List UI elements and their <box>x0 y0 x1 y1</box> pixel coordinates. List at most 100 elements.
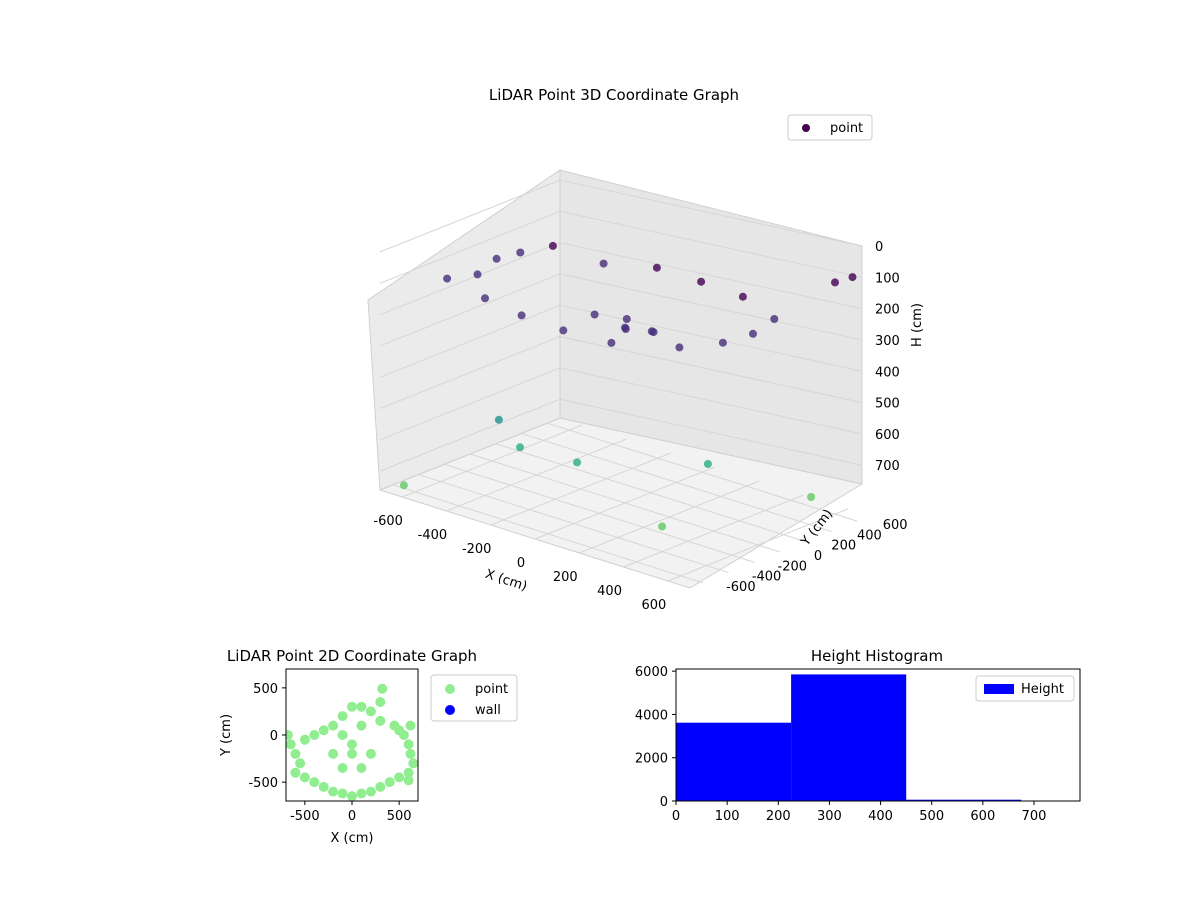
y-tick-label-2d: 0 <box>270 729 278 744</box>
plot-frame-histogram <box>675 668 1081 802</box>
data-point-2d <box>328 748 339 759</box>
data-point-3d <box>517 311 526 320</box>
data-point-3d <box>652 263 661 272</box>
data-point-3d <box>621 325 630 333</box>
data-point-3d <box>738 292 747 301</box>
y-tick-label-histogram: 0 <box>660 795 668 810</box>
y-gridline-floor <box>546 422 858 522</box>
data-point-2d <box>356 763 367 773</box>
data-point-2d <box>337 711 348 722</box>
data-point-2d <box>309 777 320 788</box>
data-point-3d <box>573 458 582 467</box>
histogram-bar <box>791 674 907 801</box>
data-point-3d <box>607 338 616 347</box>
y-axis-label-2d: Y (cm) <box>219 714 234 757</box>
z-tick-label-3d: 0 <box>875 240 883 255</box>
legend-2d: point wall <box>430 674 518 722</box>
data-point-2d <box>347 701 357 712</box>
z-tick-label-3d: 400 <box>875 365 900 380</box>
legend-2d-wall-marker <box>445 705 455 715</box>
data-point-2d <box>356 701 367 712</box>
points-2d <box>286 683 418 801</box>
data-point-3d <box>718 338 727 347</box>
data-point-2d <box>403 775 414 786</box>
data-point-3d <box>399 481 408 490</box>
data-point-3d <box>807 493 816 501</box>
data-point-3d <box>481 294 489 303</box>
data-point-2d <box>295 758 306 769</box>
y-tick-label-histogram: 6000 <box>635 665 668 680</box>
legend-histogram-box <box>975 675 1075 702</box>
x-tick-label-2d: 500 <box>387 809 412 824</box>
data-point-2d <box>309 730 320 740</box>
legend-3d-marker <box>802 124 810 132</box>
legend-histogram-label: Height <box>1021 682 1064 697</box>
z-gridline-wall <box>379 242 863 316</box>
data-point-3d <box>492 254 501 263</box>
legend-2d-point-marker <box>445 684 455 694</box>
z-tick-label-3d: 600 <box>875 428 900 443</box>
y-gridline-floor <box>495 443 806 543</box>
data-point-3d <box>473 270 482 279</box>
data-point-3d <box>658 522 667 531</box>
ticks-2d: -500 0 500 -500 0 500 <box>248 682 411 824</box>
data-point-2d <box>408 758 418 769</box>
grid-3d <box>379 179 863 584</box>
y-gridline-floor <box>469 453 781 553</box>
data-point-2d <box>286 730 293 740</box>
z-gridline-wall <box>379 273 863 347</box>
x-tick-label-2d: 0 <box>348 809 356 824</box>
data-point-3d <box>590 310 599 319</box>
data-point-2d <box>299 734 310 745</box>
data-point-3d <box>697 277 706 286</box>
data-point-3d <box>599 259 608 268</box>
y-tick-label-histogram: 2000 <box>635 752 668 767</box>
data-point-2d <box>299 772 310 783</box>
data-point-2d <box>394 772 405 783</box>
z-tick-label-3d: 100 <box>875 271 900 286</box>
z-tick-label-3d: 200 <box>875 303 900 318</box>
y-gridline-floor <box>444 463 755 563</box>
data-point-2d <box>365 748 376 759</box>
histogram-bar <box>676 722 792 801</box>
x-axis-label-2d: X (cm) <box>331 831 374 846</box>
data-point-3d <box>831 278 839 287</box>
legend-3d-box <box>787 114 873 141</box>
legend-histogram: Height <box>975 675 1075 702</box>
data-point-2d <box>375 715 386 726</box>
x-tick-label-3d: 200 <box>553 570 578 585</box>
z-gridline-wall <box>379 210 863 284</box>
data-point-2d <box>337 788 348 799</box>
z-gridline-wall <box>379 336 863 410</box>
y-gridline-floor <box>521 432 832 532</box>
data-point-2d <box>337 730 348 740</box>
x-tick-label-histogram: 300 <box>817 809 842 824</box>
data-point-3d <box>559 326 568 335</box>
y-tick-label-3d: -600 <box>726 580 756 595</box>
x-tick-label-histogram: 700 <box>1022 809 1047 824</box>
chart-3d-title: LiDAR Point 3D Coordinate Graph <box>489 86 739 104</box>
chart-2d-title: LiDAR Point 2D Coordinate Graph <box>227 647 477 665</box>
data-point-2d <box>347 748 357 759</box>
y-tick-label-3d: 200 <box>831 539 856 554</box>
scatter-2d-chart: LiDAR Point 2D Coordinate Graph -500 0 500… <box>219 647 518 846</box>
data-point-2d <box>290 748 301 759</box>
data-point-2d <box>377 683 388 694</box>
y-tick-label-3d: 600 <box>883 518 908 533</box>
data-point-2d <box>347 739 357 750</box>
data-point-2d <box>318 781 329 792</box>
data-point-3d <box>516 248 525 257</box>
data-point-3d <box>703 460 712 468</box>
points-3d <box>399 241 857 531</box>
z-gridline-wall <box>379 179 863 253</box>
data-point-3d <box>494 415 503 424</box>
x-tick-label-3d: -200 <box>462 542 492 557</box>
histogram-title: Height Histogram <box>811 647 943 665</box>
x-tick-label-histogram: 500 <box>919 809 944 824</box>
data-point-2d <box>389 720 400 731</box>
x-tick-label-histogram: 0 <box>672 809 680 824</box>
z-axis-label-3d: H (cm) <box>910 303 925 347</box>
z-tick-label-3d: 500 <box>875 397 900 412</box>
data-point-2d <box>290 767 301 778</box>
data-point-3d <box>548 241 557 250</box>
